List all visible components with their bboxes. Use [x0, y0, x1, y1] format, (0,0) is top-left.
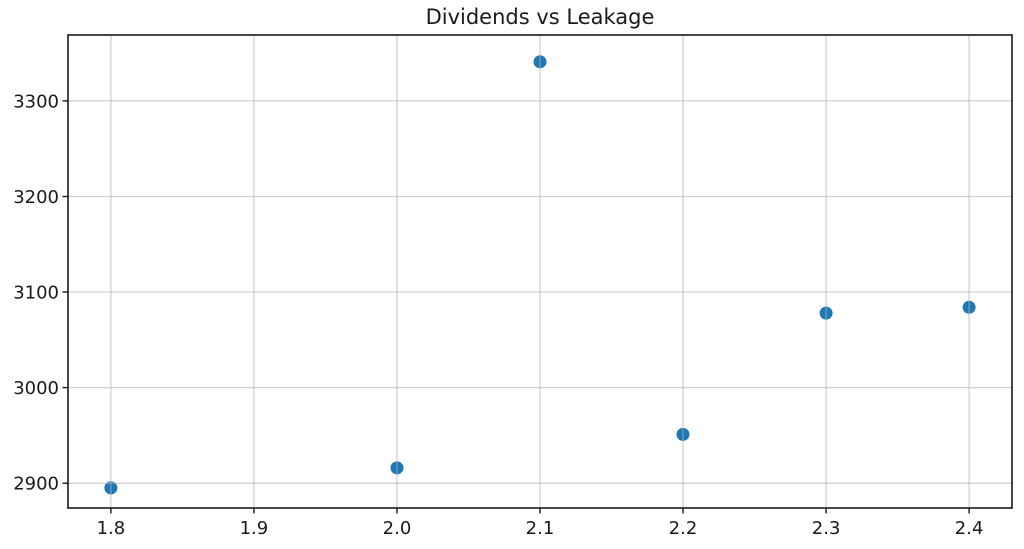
chart-title: Dividends vs Leakage	[425, 5, 655, 29]
x-tick-label: 2.2	[669, 518, 698, 539]
plot-border	[67, 34, 1013, 509]
x-tick-label: 2.0	[383, 518, 412, 539]
x-tick-label: 2.1	[526, 518, 555, 539]
y-tick-label: 2900	[13, 474, 59, 495]
x-tick-label: 2.4	[955, 518, 984, 539]
x-tick-label: 1.9	[240, 518, 269, 539]
y-tick-label: 3300	[13, 91, 59, 112]
x-tick-label: 2.3	[812, 518, 841, 539]
y-tick-label: 3200	[13, 187, 59, 208]
y-tick-label: 3000	[13, 378, 59, 399]
x-tick-label: 1.8	[97, 518, 126, 539]
y-tick-label: 3100	[13, 283, 59, 304]
